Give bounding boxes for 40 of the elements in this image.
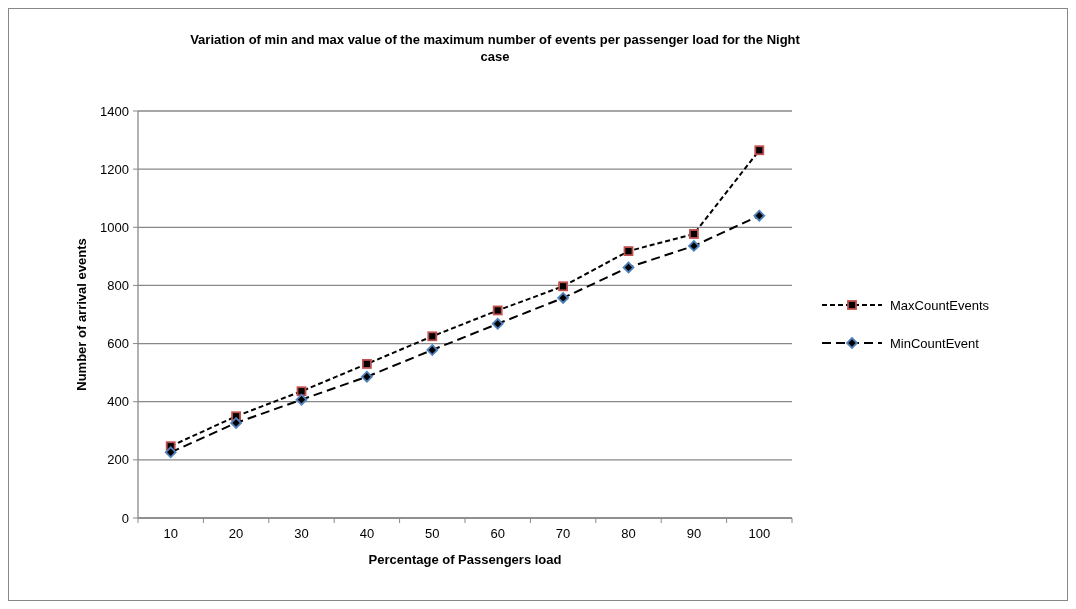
chart-title: Variation of min and max value of the maximum number of events per passenger load for the Night case [190, 32, 801, 64]
y-tick-label: 1200 [100, 161, 129, 177]
point [164, 446, 177, 459]
y-tick-label: 800 [107, 277, 129, 293]
y-tick-label: 1400 [100, 103, 129, 119]
point [754, 145, 765, 156]
point [557, 292, 569, 304]
point [688, 240, 700, 252]
x-axis-title: Percentage of Passengers load [368, 552, 562, 567]
x-tick-label: 60 [490, 526, 505, 541]
point [426, 344, 439, 356]
point [623, 246, 634, 257]
y-axis-title: Number of arrival events [74, 238, 89, 391]
point [361, 370, 373, 383]
y-tick-label: 600 [107, 336, 129, 352]
y-tick-label: 200 [107, 452, 129, 468]
point [230, 417, 242, 429]
x-tick-label: 30 [294, 526, 309, 541]
y-tick-label: 0 [121, 510, 129, 526]
x-tick-label: 80 [621, 526, 636, 541]
point [491, 317, 504, 330]
x-tick-label: 90 [686, 526, 702, 541]
point [753, 209, 766, 222]
legend-label: MinCountEvent [890, 336, 980, 351]
point [558, 281, 568, 292]
point [427, 331, 438, 342]
y-tick-label: 400 [107, 394, 129, 410]
point [362, 359, 372, 369]
point [492, 305, 503, 316]
x-tick-label: 70 [555, 526, 571, 541]
x-tick-label: 10 [163, 526, 178, 541]
x-tick-label: 50 [425, 526, 440, 541]
x-tick-label: 40 [359, 526, 375, 541]
x-tick-label: 20 [228, 526, 244, 541]
point [295, 393, 308, 406]
point [689, 229, 699, 239]
y-tick-label: 1000 [100, 219, 129, 235]
legend-label: MaxCountEvents [890, 298, 990, 313]
point [622, 261, 635, 274]
x-tick-label: 100 [748, 526, 771, 541]
